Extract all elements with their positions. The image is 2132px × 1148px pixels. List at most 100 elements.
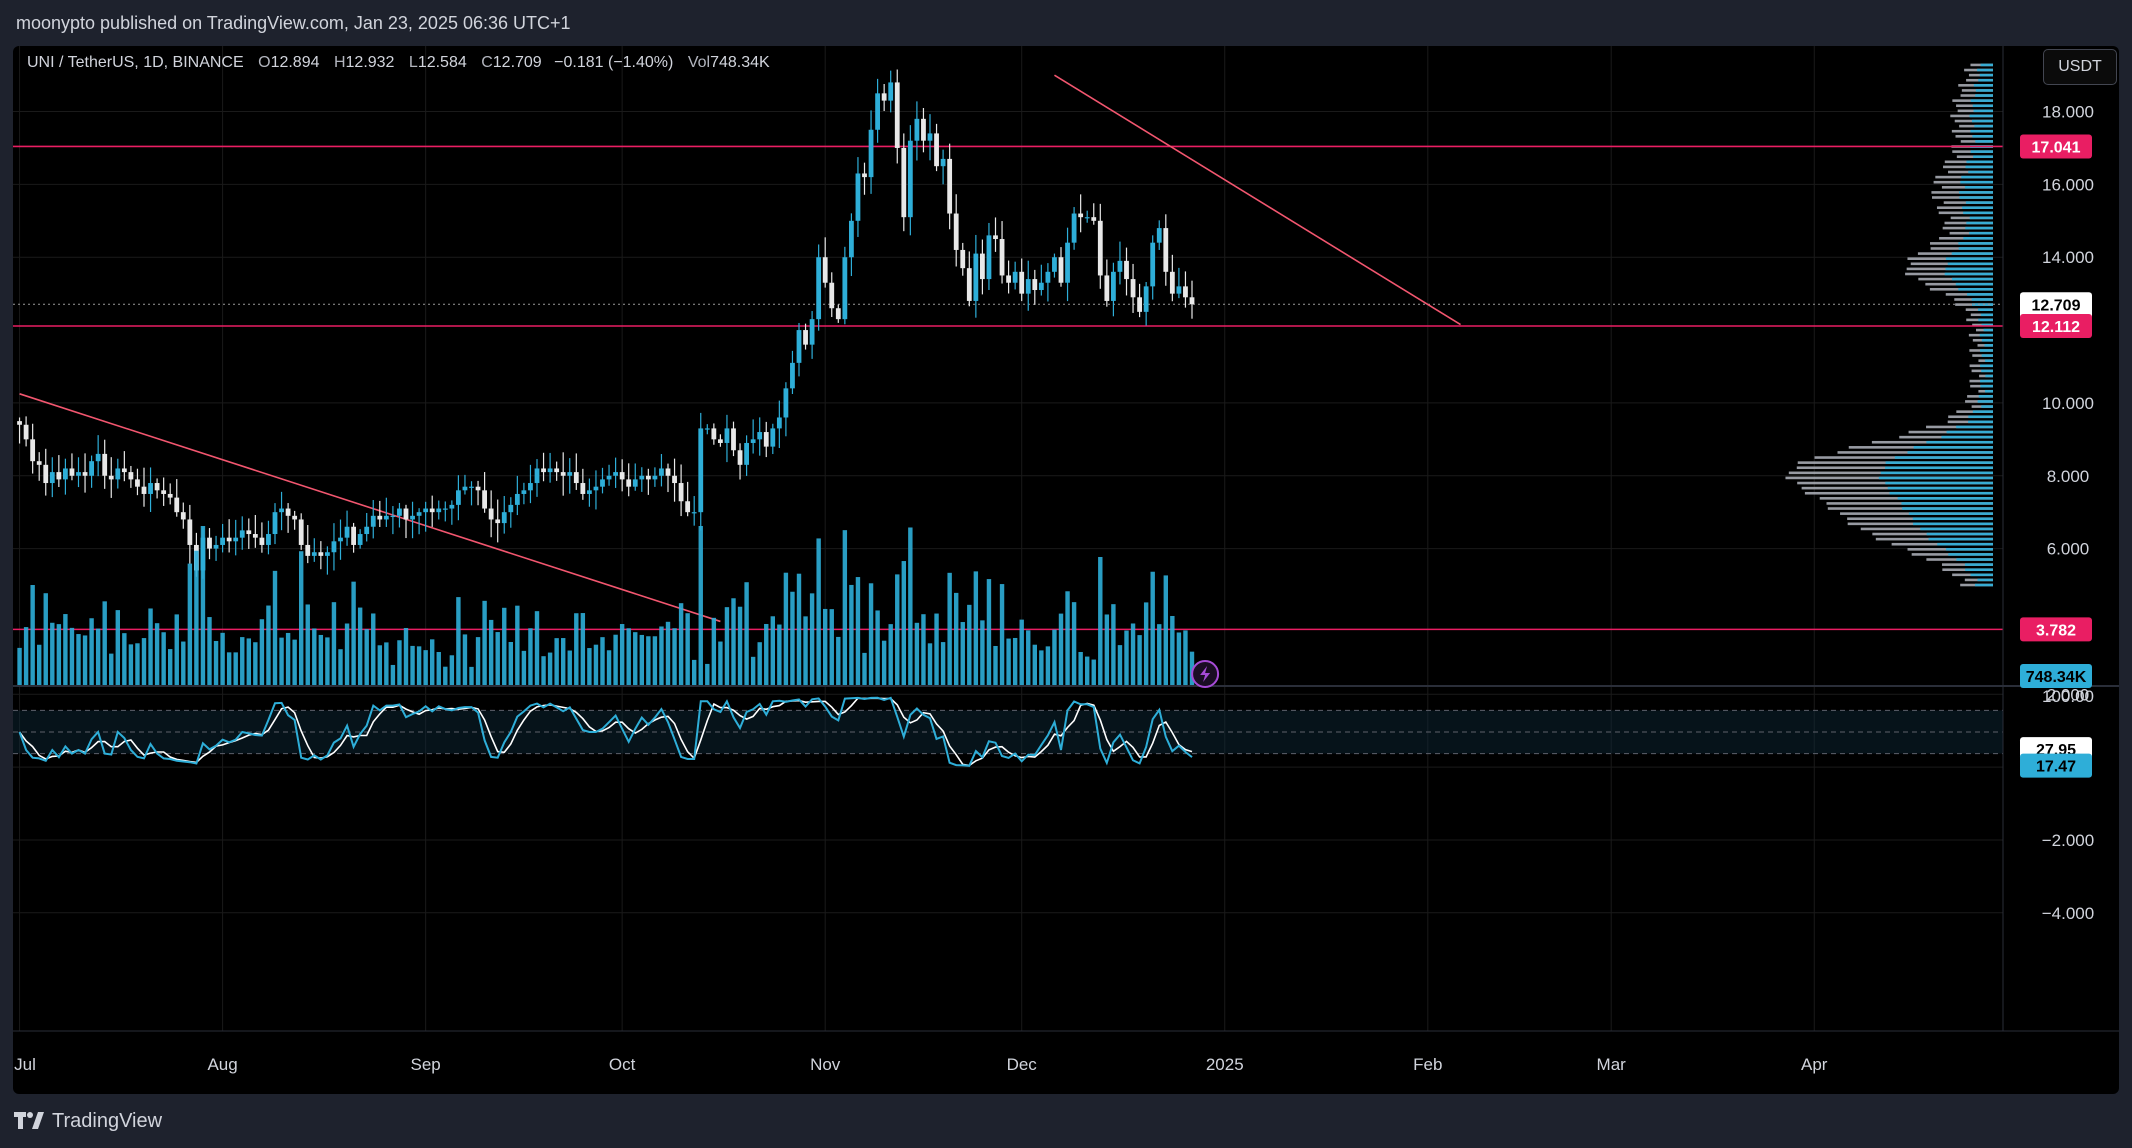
- volume-bar: [515, 605, 520, 686]
- volume-bar: [593, 644, 599, 686]
- volume-bar: [416, 646, 422, 686]
- candle-body: [698, 428, 704, 513]
- volume-bar: [508, 641, 513, 686]
- volume-bar: [561, 638, 566, 686]
- candle-body: [351, 526, 356, 545]
- volume-bar: [76, 634, 81, 686]
- volume-profile-bar: [1958, 287, 1993, 291]
- volume-profile-bar: [1947, 262, 1993, 266]
- candle-body: [370, 515, 376, 527]
- publisher-text: moonypto published on TradingView.com, J…: [16, 12, 571, 33]
- volume-profile-bar: [1965, 201, 1993, 204]
- candle-body: [875, 93, 880, 130]
- volume-bar: [279, 637, 284, 686]
- volume-bar: [266, 605, 271, 686]
- volume-profile-bar: [1965, 226, 1993, 230]
- candle-body: [534, 468, 540, 484]
- volume-bar: [357, 607, 363, 686]
- time-tick-label: Oct: [609, 1055, 636, 1074]
- candle-body: [547, 468, 553, 473]
- volume-bar: [23, 627, 29, 686]
- candle-body: [23, 424, 29, 440]
- candle-body: [266, 534, 271, 545]
- candle-body: [259, 537, 265, 545]
- legend-close-value: 12.709: [492, 54, 542, 71]
- candle-body: [528, 483, 533, 491]
- volume-bar: [377, 645, 382, 686]
- candle-body: [947, 158, 953, 214]
- volume-bar: [1058, 613, 1064, 686]
- publisher-header: moonypto published on TradingView.com, J…: [0, 0, 2132, 46]
- volume-profile-bar: [1964, 563, 1993, 566]
- volume-bar: [331, 602, 337, 686]
- volume-bar: [1130, 623, 1136, 686]
- volume-profile-bar: [1926, 440, 1993, 444]
- candle-body: [744, 442, 749, 465]
- candle-body: [914, 118, 920, 141]
- chart-canvas[interactable]: 18.00016.00014.00010.0008.0006.0002.0000…: [13, 46, 2119, 1094]
- stochastic-d-tag-text: 17.47: [2036, 759, 2076, 776]
- price-tick-label: −2.000: [2042, 831, 2094, 850]
- volume-profile-bar: [1889, 491, 1993, 495]
- candle-body: [541, 468, 546, 473]
- legend-symbol[interactable]: UNI / TetherUS, 1D, BINANCE: [27, 54, 244, 71]
- candle-body: [593, 486, 599, 491]
- candle-body: [17, 421, 22, 425]
- volume-bar: [148, 608, 153, 686]
- volume-bar: [371, 613, 376, 686]
- volume-bar: [855, 577, 861, 686]
- volume-profile-bar: [1980, 379, 1993, 383]
- volume-profile-bar: [1968, 415, 1993, 419]
- volume-bar: [469, 666, 474, 686]
- candle-body: [246, 530, 252, 535]
- candle-body: [501, 512, 507, 524]
- volume-profile-bar: [1980, 63, 1993, 67]
- candle-body: [364, 526, 370, 535]
- volume-bar: [1104, 614, 1110, 686]
- volume-profile-bar: [1968, 420, 1993, 424]
- volume-profile-bar: [1972, 303, 1993, 306]
- volume-bar: [541, 656, 546, 686]
- tradingview-logo[interactable]: TradingView: [14, 1110, 162, 1133]
- volume-profile-bar: [1984, 359, 1993, 362]
- trendline: [1054, 74, 1461, 326]
- stochastic-d-tag-background: [2020, 753, 2092, 778]
- candle-body: [901, 147, 907, 218]
- candle-body: [731, 428, 736, 451]
- candle-body: [495, 519, 501, 524]
- volume-bar: [868, 583, 874, 686]
- volume-profile-bar: [1985, 374, 1993, 378]
- volume-bar: [1137, 635, 1142, 686]
- volume-profile-bar: [1972, 410, 1993, 413]
- currency-button[interactable]: USDT: [2043, 49, 2117, 85]
- candle-body: [691, 512, 697, 514]
- volume-profile-bar: [1897, 497, 1993, 500]
- candle-body: [135, 479, 140, 487]
- volume-bar: [312, 628, 317, 686]
- candle-body: [239, 530, 245, 538]
- candle-body: [76, 472, 81, 476]
- price-tick-label: 16.000: [2042, 175, 2094, 194]
- volume-bar: [842, 530, 848, 686]
- volume-profile-bar: [1907, 451, 1993, 454]
- volume-bar: [764, 623, 769, 686]
- candle-body: [554, 468, 560, 473]
- volume-bar: [1071, 602, 1077, 686]
- volume-profile-bar: [1975, 94, 1993, 97]
- volume-tag-text: 748.34K: [2026, 669, 2087, 686]
- volume-bar: [410, 645, 415, 686]
- candle-body: [953, 213, 959, 250]
- candle-body: [377, 515, 383, 520]
- lightning-icon[interactable]: [1191, 660, 1220, 688]
- volume-bar: [63, 614, 68, 686]
- candle-body: [56, 472, 62, 480]
- chart-panel[interactable]: 18.00016.00014.00010.0008.0006.0002.0000…: [13, 46, 2119, 1094]
- level-price-tag-background: [2020, 617, 2092, 642]
- volume-profile-bar: [1967, 293, 1993, 296]
- volume-profile-bar: [1901, 502, 1993, 505]
- volume-bar: [89, 618, 94, 686]
- volume-profile-bar: [1902, 507, 1993, 510]
- last-price-tag-text: 12.709: [2032, 297, 2081, 314]
- candle-body: [416, 512, 422, 516]
- candle-body: [128, 472, 134, 480]
